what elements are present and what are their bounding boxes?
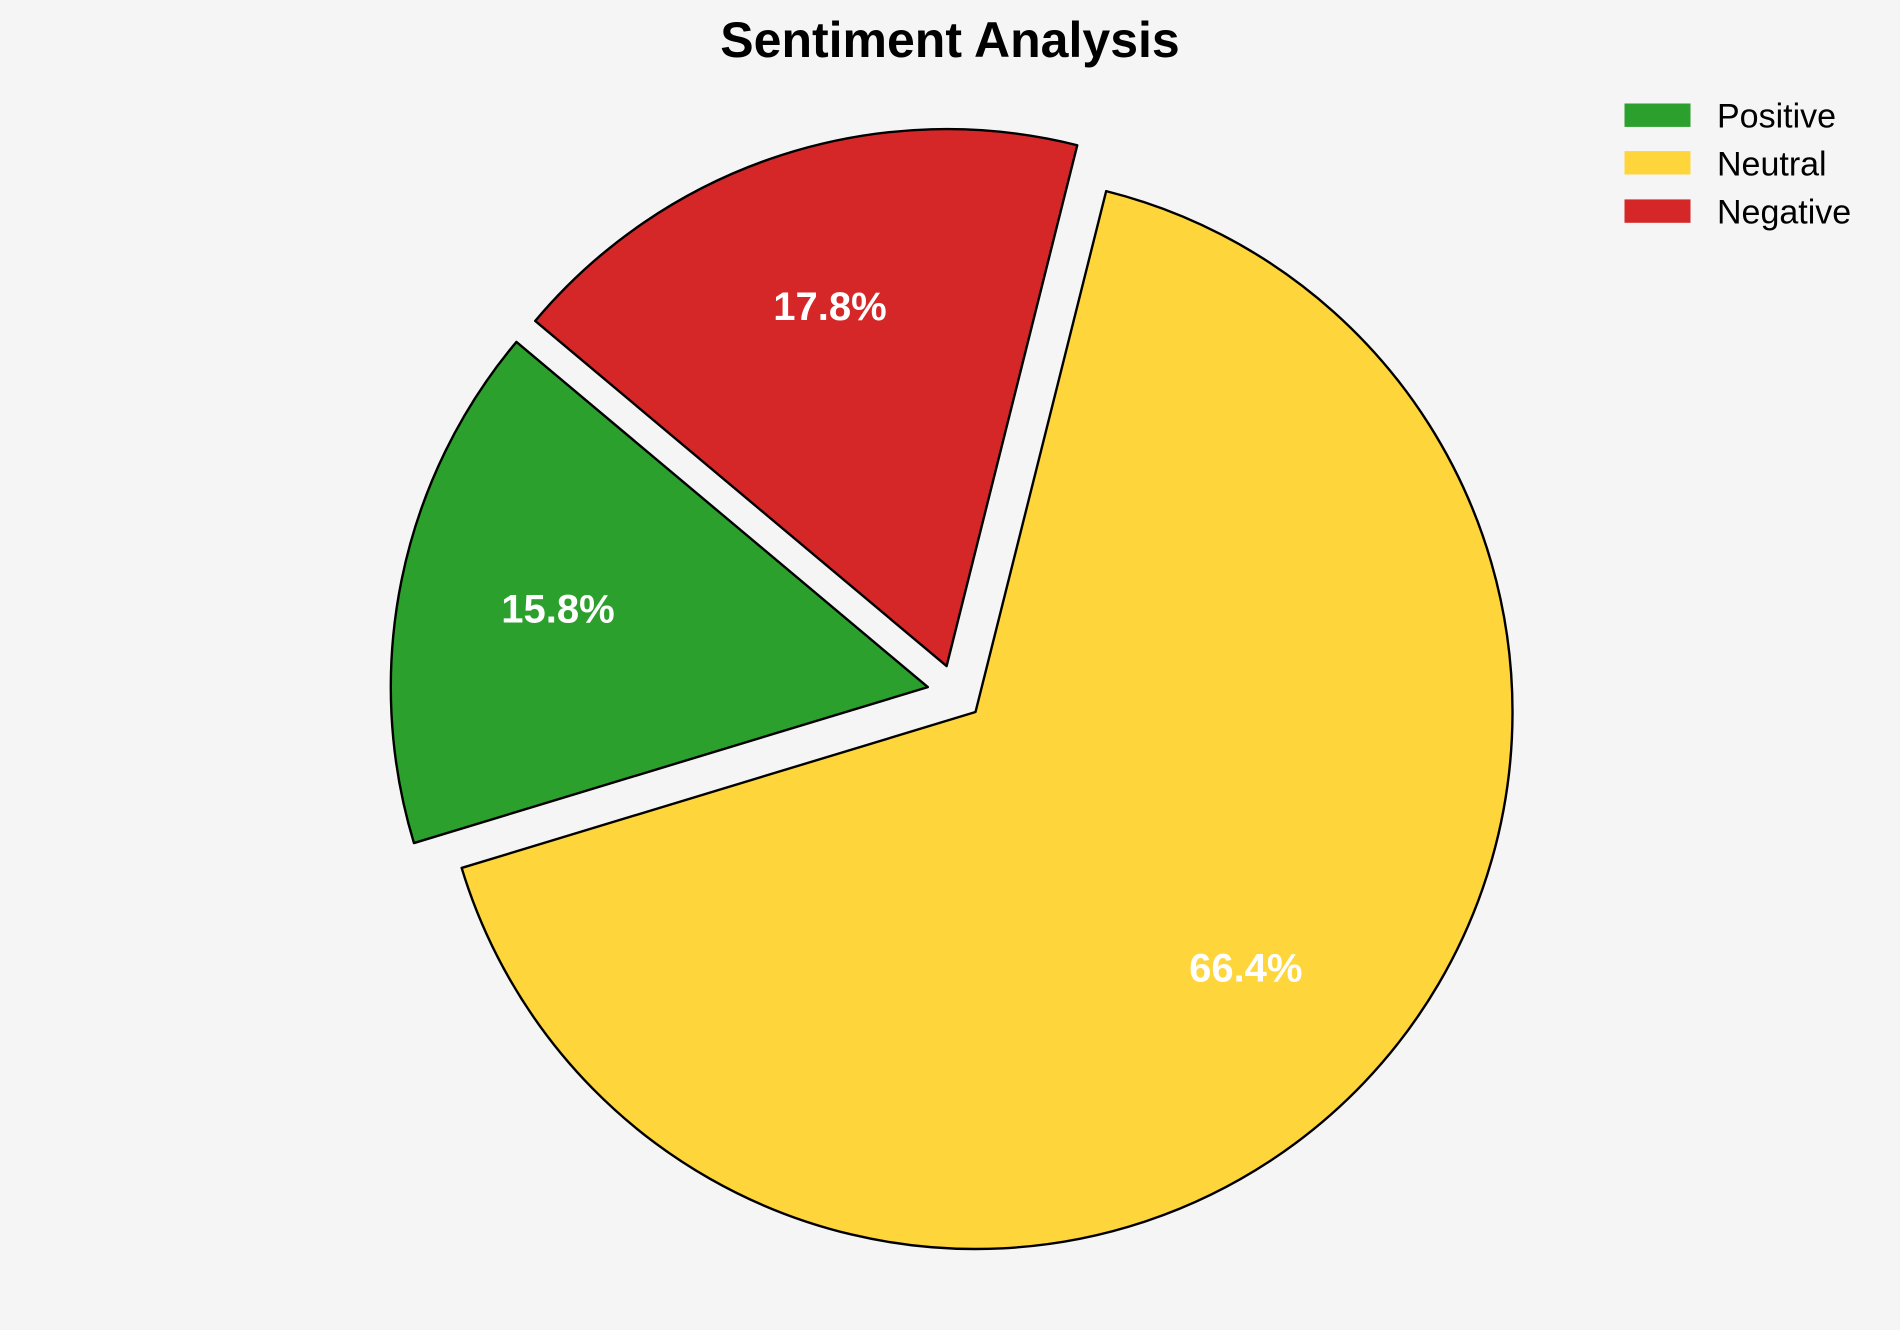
svg-text:15.8%: 15.8% — [501, 588, 614, 632]
svg-text:17.8%: 17.8% — [773, 285, 886, 329]
svg-text:Positive: Positive — [1717, 98, 1836, 136]
svg-text:Sentiment Analysis: Sentiment Analysis — [720, 12, 1179, 68]
svg-text:Negative: Negative — [1717, 194, 1851, 232]
svg-text:Neutral: Neutral — [1717, 146, 1827, 184]
svg-text:66.4%: 66.4% — [1189, 947, 1302, 991]
